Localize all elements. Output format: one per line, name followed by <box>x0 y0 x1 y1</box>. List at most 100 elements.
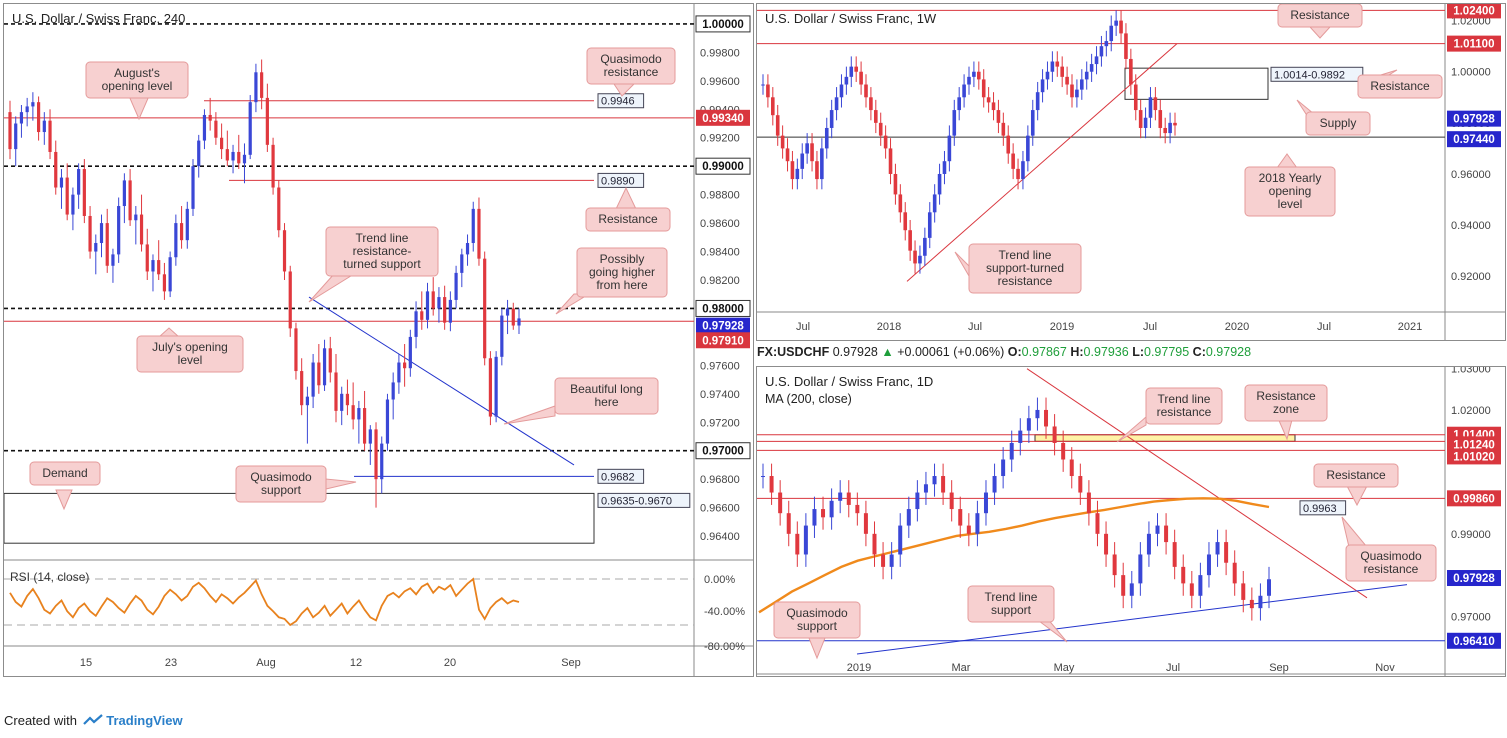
candle-body <box>838 492 843 501</box>
chart-1w-svg: 1.020001.000000.980000.960000.940000.920… <box>757 4 1505 340</box>
y-tick-label: 0.98200 <box>700 275 740 287</box>
callout-qm-support-pointer <box>808 637 826 660</box>
candle-body <box>1065 76 1069 85</box>
created-with-label: Created with <box>4 713 77 728</box>
callout-tl-support-text: Trend line <box>985 590 1038 604</box>
candle-body <box>65 177 69 215</box>
candle-body <box>465 243 470 255</box>
candle-body <box>1148 97 1153 118</box>
chart-1w-title: U.S. Dollar / Swiss Franc, 1W <box>765 11 937 26</box>
chart-1d-svg: 1.030001.020000.990000.980000.970001.014… <box>757 367 1505 676</box>
candle-body <box>1018 430 1023 443</box>
tag-0.97440-tag <box>1447 131 1501 148</box>
candle-body <box>242 154 247 164</box>
tag-0.97910-tag <box>696 332 750 349</box>
callout-resistance-text: Resistance <box>598 212 658 226</box>
candle-body <box>1084 71 1089 80</box>
y-tick-label: 0.97200 <box>700 417 740 429</box>
candle-body <box>1258 595 1263 609</box>
callout-going-higher-text: Possibly <box>600 252 645 266</box>
tag-current-text: 0.97928 <box>1453 573 1495 585</box>
level-label-0.9946-text: 0.9946 <box>601 96 635 108</box>
chart-4h-panel[interactable]: 1.000000.998000.996000.994000.992000.990… <box>3 3 754 677</box>
candle-body <box>967 76 971 85</box>
tag-current-text: 0.97928 <box>702 321 744 333</box>
chart-1w-panel[interactable]: 1.020001.000000.980000.960000.940000.920… <box>756 3 1506 341</box>
tag-1.01020-text: 1.01020 <box>1453 451 1495 463</box>
candle-body <box>1035 409 1040 419</box>
callout-resistance-pointer <box>1346 485 1368 507</box>
candle-body <box>937 173 942 195</box>
candle-body <box>952 110 957 136</box>
candle-body <box>1249 599 1254 609</box>
callout-going-higher-box <box>576 247 668 298</box>
candle-body <box>471 208 475 244</box>
rsi-line <box>9 577 520 627</box>
level-label-demand-text: 0.9635-0.9670 <box>601 495 672 507</box>
level-label-0.9682-text: 0.9682 <box>601 471 635 483</box>
tag-1.00000-text: 1.00000 <box>702 19 744 31</box>
candle-body <box>420 311 424 320</box>
candle-body <box>1181 566 1186 584</box>
tag-1.01240-tag <box>1447 436 1501 453</box>
callout-aug-open-box <box>85 61 189 99</box>
candle-body <box>1155 525 1160 534</box>
candle-body <box>786 513 791 534</box>
candle-body <box>48 120 52 152</box>
candle-body <box>859 71 863 85</box>
candle-body <box>1044 409 1049 427</box>
level-label-0.9963-text: 0.9963 <box>1303 503 1337 515</box>
candle-body <box>340 393 344 411</box>
tag-1.01020-tag <box>1447 448 1501 465</box>
candle-body <box>1121 575 1126 596</box>
candle-body <box>225 149 229 161</box>
candle-body <box>139 214 144 245</box>
trend-line-resistance <box>1026 368 1368 599</box>
candle-body <box>351 405 355 420</box>
candle-body <box>805 143 809 154</box>
up-arrow-icon: ▲ <box>881 345 894 359</box>
candle-body <box>248 102 252 155</box>
callout-tl-support-text: Trend line <box>356 231 409 245</box>
callout-qm-resistance-box <box>586 47 676 85</box>
tag-0.99860-text: 0.99860 <box>1453 493 1495 505</box>
tag-1.02400-tag <box>1447 4 1501 19</box>
callout-supply-box <box>1305 111 1371 136</box>
callout-tl-resistance-text: resistance <box>1157 405 1212 419</box>
callout-july-open-text: July's opening <box>152 340 228 354</box>
candle-body <box>494 356 498 417</box>
tradingview-link[interactable]: TradingView <box>106 713 183 728</box>
candle-body <box>821 509 826 518</box>
callout-long-here-text: here <box>594 395 618 409</box>
level-label-demand-tag <box>597 492 691 508</box>
tag-1.01100-tag <box>1447 35 1501 52</box>
candle-body <box>918 255 922 264</box>
candle-body <box>795 168 800 180</box>
candle-body <box>785 148 790 162</box>
candle-body <box>1069 459 1074 477</box>
candle-body <box>288 271 292 329</box>
candle-body <box>844 76 849 85</box>
callout-tl-support-pointer <box>308 273 356 303</box>
candle-body <box>966 525 971 534</box>
candle-body <box>881 554 886 567</box>
candle-body <box>443 297 447 323</box>
y-tick-label: 1.02000 <box>1451 16 1491 28</box>
level-label-0.9682-tag <box>597 468 645 484</box>
candle-body <box>958 509 963 526</box>
candle-body <box>71 194 75 215</box>
candle-body <box>820 148 824 180</box>
candle-body <box>328 348 332 373</box>
tag-1.02400-text: 1.02400 <box>1453 5 1495 17</box>
chart-1d-panel[interactable]: 1.030001.020000.990000.980000.970001.014… <box>756 366 1506 677</box>
candle-body <box>1119 20 1123 34</box>
tradingview-logo-icon <box>82 714 103 725</box>
candle-body <box>908 230 912 251</box>
tag-1.01100-text: 1.01100 <box>1454 39 1495 51</box>
price-change: +0.00061 (+0.06%) <box>897 345 1005 359</box>
x-tick-label: 2019 <box>1050 321 1074 333</box>
ma200-line <box>758 497 1270 614</box>
candle-body <box>981 79 986 98</box>
candle-body <box>812 509 817 526</box>
callout-long-here-text: Beautiful long <box>570 382 643 396</box>
